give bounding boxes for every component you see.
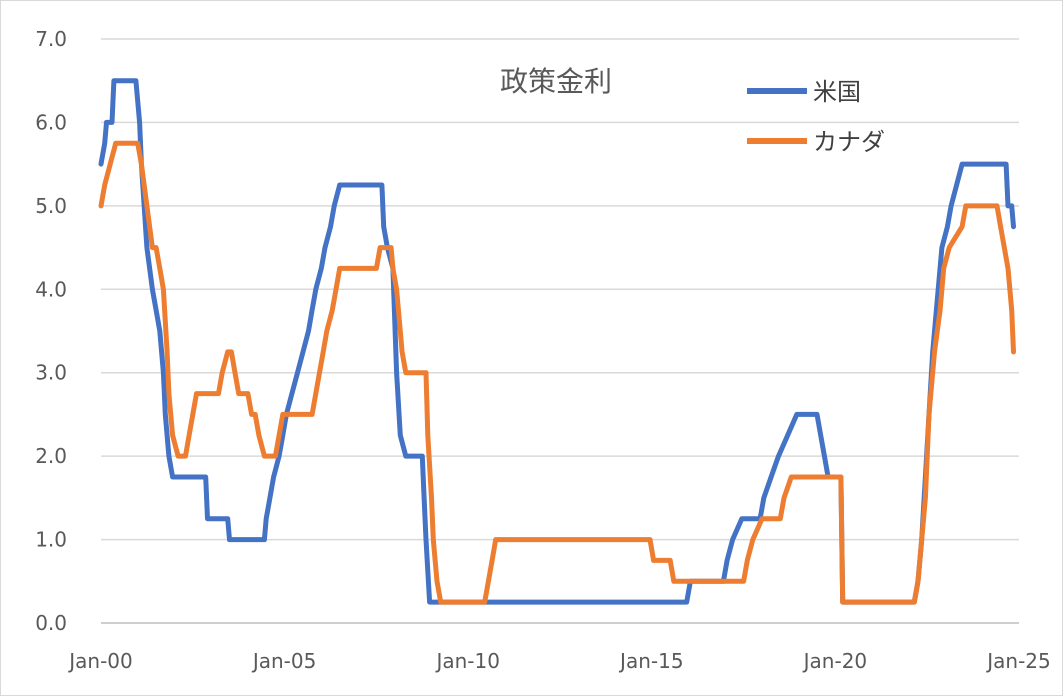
x-tick-label: Jan-00: [67, 649, 133, 673]
y-tick-label: 1.0: [35, 528, 67, 552]
series-line-canada: [98, 140, 1016, 605]
x-tick-label: Jan-10: [434, 649, 500, 673]
y-tick-label: 3.0: [35, 361, 67, 385]
y-tick-label: 4.0: [35, 277, 67, 301]
series-group: [98, 78, 1016, 605]
y-tick-label: 0.0: [35, 611, 67, 635]
y-tick-label: 7.0: [35, 27, 67, 51]
y-tick-label: 5.0: [35, 194, 67, 218]
legend-label: カナダ: [813, 128, 885, 156]
x-tick-label: Jan-15: [618, 649, 684, 673]
y-axis: 0.0 1.0 2.0 3.0 4.0 5.0 6.0 7.0: [35, 27, 67, 635]
series-line-us: [98, 78, 1016, 605]
x-tick-label: Jan-20: [802, 649, 868, 673]
x-tick-label: Jan-05: [251, 649, 317, 673]
x-tick-label: Jan-25: [985, 649, 1051, 673]
x-axis: Jan-00 Jan-05 Jan-10 Jan-15 Jan-20 Jan-25: [67, 649, 1051, 673]
y-tick-label: 2.0: [35, 444, 67, 468]
chart-title: 政策金利: [500, 65, 612, 98]
gridlines: [101, 38, 1019, 624]
y-tick-label: 6.0: [35, 110, 67, 134]
legend-label: 米国: [813, 78, 861, 106]
